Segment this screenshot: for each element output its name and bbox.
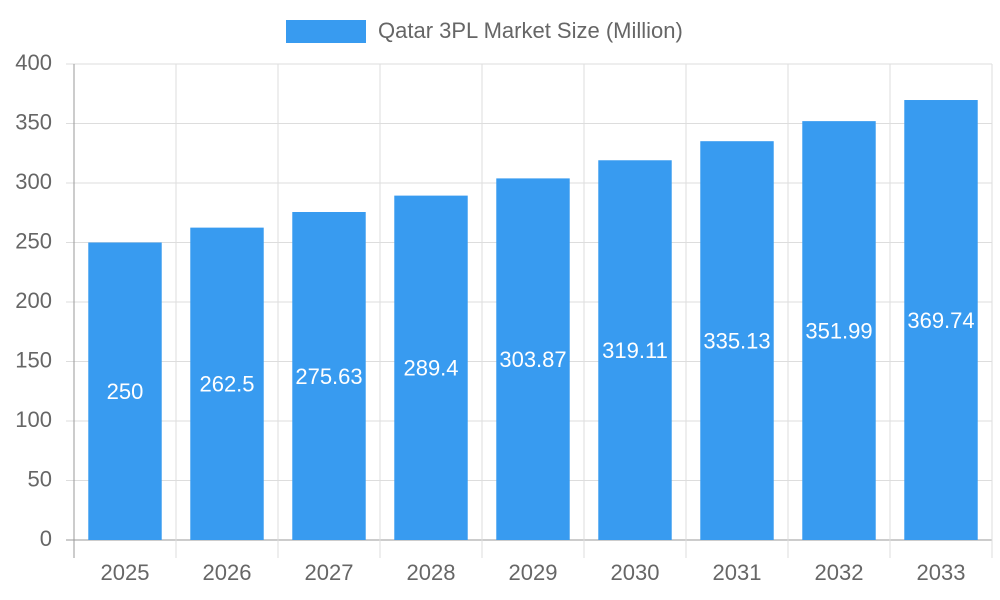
x-tick-label: 2033 — [917, 560, 966, 585]
x-tick-label: 2029 — [509, 560, 558, 585]
value-label: 319.11 — [602, 338, 668, 363]
value-label: 289.4 — [403, 356, 458, 381]
x-tick-label: 2028 — [407, 560, 456, 585]
bar — [88, 242, 162, 540]
x-tick-label: 2027 — [305, 560, 354, 585]
x-tick-label: 2025 — [101, 560, 150, 585]
bar — [802, 121, 876, 540]
value-label: 369.74 — [907, 308, 974, 333]
y-tick-label: 350 — [15, 109, 52, 134]
bar — [190, 227, 264, 540]
legend-swatch — [286, 20, 366, 43]
y-tick-label: 100 — [15, 407, 52, 432]
bar — [598, 160, 672, 540]
y-tick-label: 200 — [15, 288, 52, 313]
value-label: 262.5 — [199, 372, 254, 397]
bar — [496, 178, 570, 540]
y-tick-label: 300 — [15, 169, 52, 194]
y-tick-label: 400 — [15, 50, 52, 75]
bar — [394, 195, 468, 540]
legend-label: Qatar 3PL Market Size (Million) — [378, 18, 683, 43]
bar — [292, 212, 366, 540]
y-tick-label: 250 — [15, 228, 52, 253]
value-label: 335.13 — [703, 328, 770, 353]
y-tick-label: 50 — [28, 466, 52, 491]
y-tick-label: 150 — [15, 347, 52, 372]
value-label: 275.63 — [295, 364, 362, 389]
value-label: 250 — [107, 379, 144, 404]
value-label: 351.99 — [805, 318, 872, 343]
value-label: 303.87 — [499, 347, 566, 372]
bar — [904, 100, 978, 540]
y-tick-label: 0 — [40, 526, 52, 551]
x-tick-label: 2030 — [611, 560, 660, 585]
x-tick-label: 2026 — [203, 560, 252, 585]
x-tick-label: 2032 — [815, 560, 864, 585]
x-tick-label: 2031 — [713, 560, 762, 585]
bar — [700, 141, 774, 540]
